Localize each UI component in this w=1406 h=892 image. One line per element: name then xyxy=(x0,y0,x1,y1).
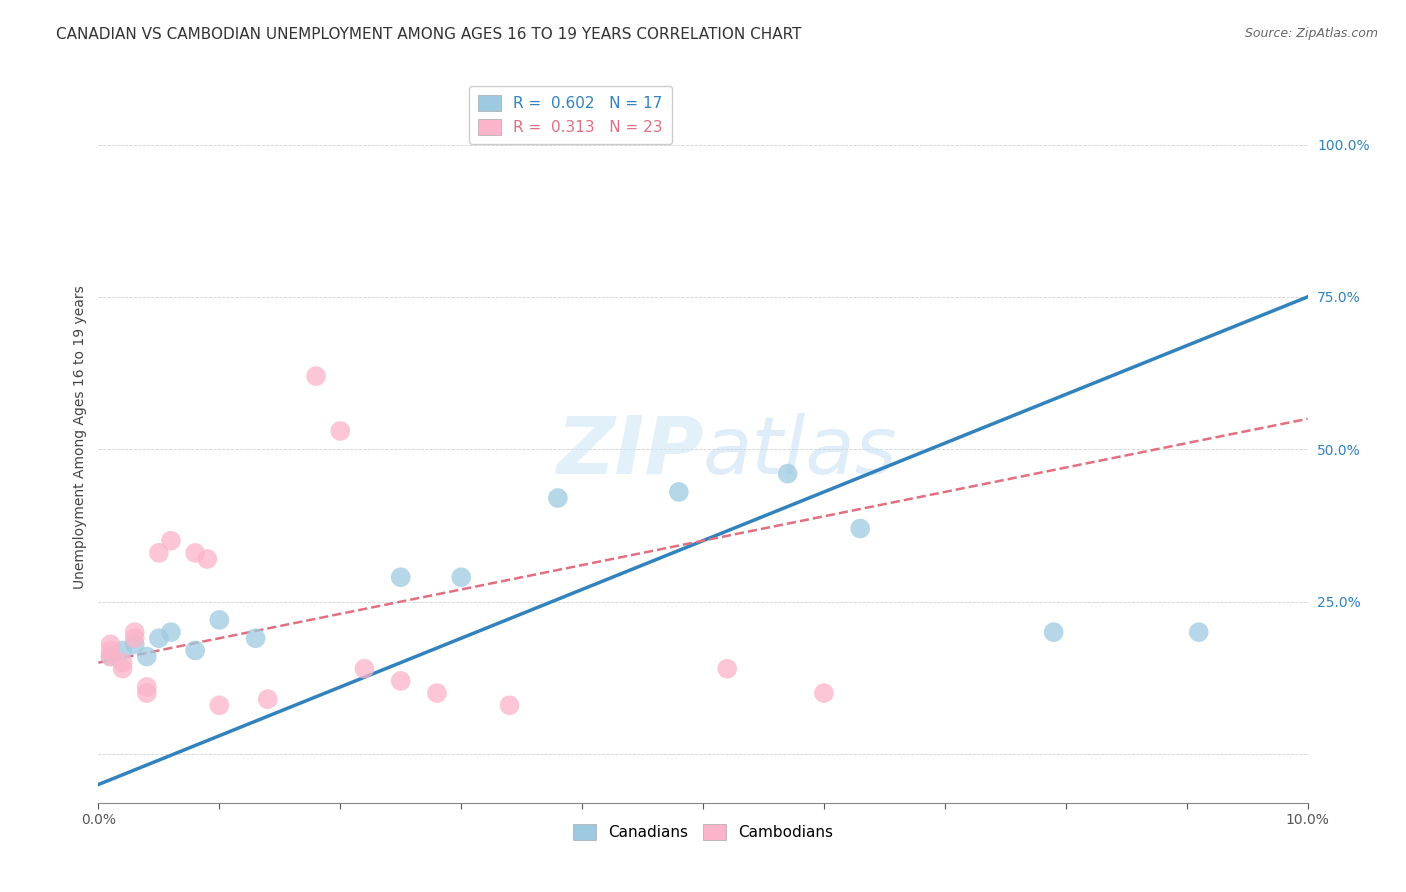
Point xyxy=(547,491,569,505)
Point xyxy=(195,552,218,566)
Point xyxy=(100,649,122,664)
Point xyxy=(498,698,520,713)
Point xyxy=(160,625,183,640)
Point xyxy=(389,570,412,584)
Point xyxy=(124,637,146,651)
Point xyxy=(160,533,183,548)
Point xyxy=(100,649,122,664)
Point xyxy=(208,698,231,713)
Point xyxy=(329,424,352,438)
Text: atlas: atlas xyxy=(703,413,898,491)
Text: Source: ZipAtlas.com: Source: ZipAtlas.com xyxy=(1244,27,1378,40)
Text: ZIP: ZIP xyxy=(555,413,703,491)
Point xyxy=(813,686,835,700)
Point xyxy=(184,546,207,560)
Point xyxy=(111,662,134,676)
Point xyxy=(849,521,872,535)
Point xyxy=(208,613,231,627)
Point xyxy=(148,632,170,646)
Point xyxy=(776,467,799,481)
Point xyxy=(124,632,146,646)
Point xyxy=(100,637,122,651)
Legend: Canadians, Cambodians: Canadians, Cambodians xyxy=(567,818,839,847)
Point xyxy=(256,692,278,706)
Point xyxy=(135,649,157,664)
Point xyxy=(305,369,328,384)
Point xyxy=(111,656,134,670)
Point xyxy=(353,662,375,676)
Point xyxy=(135,680,157,694)
Point xyxy=(148,546,170,560)
Text: CANADIAN VS CAMBODIAN UNEMPLOYMENT AMONG AGES 16 TO 19 YEARS CORRELATION CHART: CANADIAN VS CAMBODIAN UNEMPLOYMENT AMONG… xyxy=(56,27,801,42)
Point xyxy=(135,686,157,700)
Point xyxy=(450,570,472,584)
Point xyxy=(1042,625,1064,640)
Point xyxy=(184,643,207,657)
Point xyxy=(111,643,134,657)
Point xyxy=(426,686,449,700)
Point xyxy=(668,485,690,500)
Point xyxy=(245,632,267,646)
Point xyxy=(389,673,412,688)
Point xyxy=(716,662,738,676)
Point xyxy=(124,625,146,640)
Y-axis label: Unemployment Among Ages 16 to 19 years: Unemployment Among Ages 16 to 19 years xyxy=(73,285,87,589)
Point xyxy=(100,643,122,657)
Point xyxy=(1188,625,1211,640)
